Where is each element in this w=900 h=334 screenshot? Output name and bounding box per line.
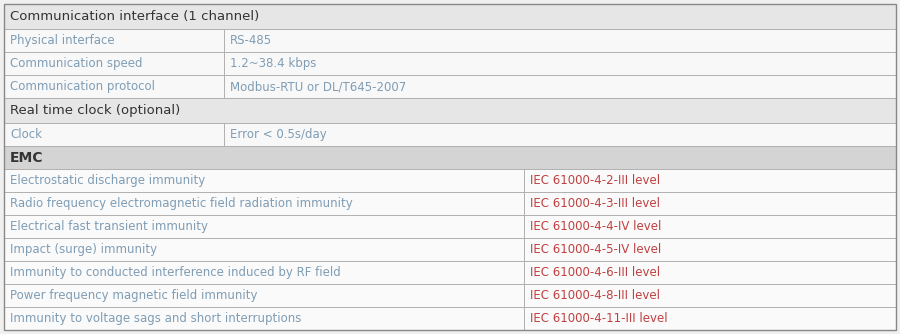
Bar bbox=[4, 29, 896, 52]
Text: Real time clock (optional): Real time clock (optional) bbox=[10, 104, 180, 117]
Bar bbox=[4, 75, 896, 98]
Text: Impact (surge) immunity: Impact (surge) immunity bbox=[10, 243, 158, 256]
Text: IEC 61000-4-3-III level: IEC 61000-4-3-III level bbox=[530, 197, 660, 210]
Text: EMC: EMC bbox=[10, 151, 43, 165]
Text: Immunity to conducted interference induced by RF field: Immunity to conducted interference induc… bbox=[10, 266, 341, 279]
Text: RS-485: RS-485 bbox=[230, 34, 272, 47]
Text: IEC 61000-4-11-III level: IEC 61000-4-11-III level bbox=[530, 312, 668, 325]
Text: IEC 61000-4-5-IV level: IEC 61000-4-5-IV level bbox=[530, 243, 662, 256]
Bar bbox=[4, 284, 896, 307]
Text: Clock: Clock bbox=[10, 128, 42, 141]
Bar bbox=[4, 261, 896, 284]
Text: IEC 61000-4-4-IV level: IEC 61000-4-4-IV level bbox=[530, 220, 662, 233]
Text: Modbus-RTU or DL/T645-2007: Modbus-RTU or DL/T645-2007 bbox=[230, 80, 406, 93]
Text: Error < 0.5s/day: Error < 0.5s/day bbox=[230, 128, 327, 141]
Bar bbox=[4, 238, 896, 261]
Text: Physical interface: Physical interface bbox=[10, 34, 114, 47]
Text: Communication interface (1 channel): Communication interface (1 channel) bbox=[10, 10, 259, 23]
Text: Radio frequency electromagnetic field radiation immunity: Radio frequency electromagnetic field ra… bbox=[10, 197, 353, 210]
Bar bbox=[4, 52, 896, 75]
Text: Communication speed: Communication speed bbox=[10, 57, 142, 70]
Bar bbox=[4, 192, 896, 215]
Text: IEC 61000-4-6-III level: IEC 61000-4-6-III level bbox=[530, 266, 660, 279]
Bar bbox=[4, 123, 896, 146]
Text: Communication protocol: Communication protocol bbox=[10, 80, 155, 93]
Bar bbox=[4, 215, 896, 238]
Text: Power frequency magnetic field immunity: Power frequency magnetic field immunity bbox=[10, 289, 257, 302]
Text: IEC 61000-4-2-III level: IEC 61000-4-2-III level bbox=[530, 174, 660, 187]
Text: Electrostatic discharge immunity: Electrostatic discharge immunity bbox=[10, 174, 205, 187]
Text: IEC 61000-4-8-III level: IEC 61000-4-8-III level bbox=[530, 289, 660, 302]
Bar bbox=[4, 307, 896, 330]
Text: 1.2~38.4 kbps: 1.2~38.4 kbps bbox=[230, 57, 317, 70]
Bar bbox=[4, 98, 896, 123]
Bar bbox=[4, 146, 896, 169]
Bar bbox=[4, 169, 896, 192]
Bar bbox=[4, 4, 896, 29]
Text: Immunity to voltage sags and short interruptions: Immunity to voltage sags and short inter… bbox=[10, 312, 302, 325]
Text: Electrical fast transient immunity: Electrical fast transient immunity bbox=[10, 220, 208, 233]
